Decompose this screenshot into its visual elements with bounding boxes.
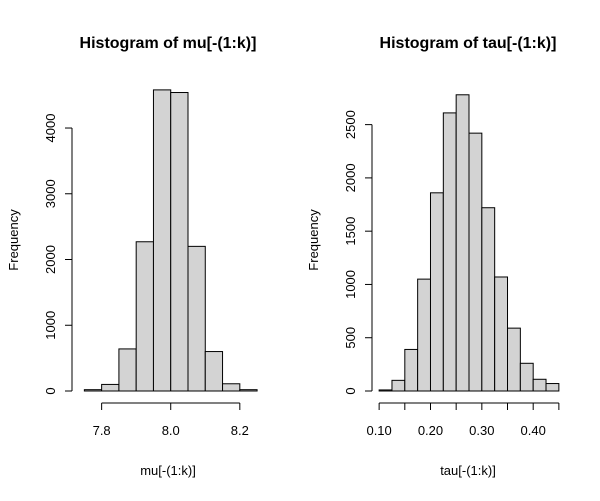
x-axis: 0.10 0.20 0.30 0.40 — [366, 402, 560, 438]
bars — [83, 89, 258, 392]
histogram-bar — [481, 207, 496, 392]
histogram-mu-panel: Histogram of mu[-(1:k)] mu[-(1:k)] Frequ… — [6, 35, 258, 478]
chart-title: Histogram of tau[-(1:k)] — [380, 35, 557, 52]
x-tick-label: 0.10 — [366, 423, 391, 438]
histogram-bar — [187, 245, 206, 392]
histogram-bar — [455, 94, 470, 392]
y-tick-label: 2500 — [343, 110, 358, 139]
chart-title: Histogram of mu[-(1:k)] — [80, 35, 257, 52]
histogram-bar — [494, 276, 509, 392]
y-tick-label: 2000 — [43, 245, 58, 274]
x-tick-label: 0.40 — [521, 423, 546, 438]
y-tick-label: 0 — [43, 387, 58, 394]
histogram-bar — [532, 378, 547, 392]
y-tick-label: 0 — [343, 387, 358, 394]
histogram-bar — [101, 383, 120, 392]
bars — [378, 94, 560, 392]
histogram-bar — [429, 192, 444, 392]
y-axis-label: Frequency — [306, 209, 321, 271]
histogram-bar — [118, 348, 137, 392]
histogram-bar — [135, 241, 154, 392]
histogram-bar — [170, 92, 189, 392]
histogram-bar — [378, 389, 393, 392]
y-tick-label: 1000 — [343, 270, 358, 299]
y-axis-label: Frequency — [6, 209, 21, 271]
y-tick-label: 3000 — [43, 179, 58, 208]
y-tick-label: 500 — [343, 327, 358, 349]
histogram-tau-panel: Histogram of tau[-(1:k)] tau[-(1:k)] Fre… — [306, 35, 560, 478]
x-tick-label: 8.0 — [162, 423, 180, 438]
histogram-bar — [239, 389, 258, 392]
x-tick-label: 7.8 — [93, 423, 111, 438]
x-tick-label: 0.30 — [469, 423, 494, 438]
x-tick-label: 8.2 — [231, 423, 249, 438]
y-tick-label: 1500 — [343, 217, 358, 246]
histogram-bar — [152, 89, 172, 392]
histogram-bar — [404, 348, 419, 392]
y-axis: 0 500 1000 1500 2000 2500 — [343, 110, 373, 395]
histogram-bar — [391, 379, 406, 392]
y-tick-label: 4000 — [43, 114, 58, 143]
x-axis: 7.8 8.0 8.2 — [93, 402, 249, 438]
x-tick-label: 0.20 — [418, 423, 443, 438]
histogram-bar — [519, 362, 534, 392]
histogram-bar — [204, 351, 224, 392]
histogram-bar — [545, 383, 560, 392]
histogram-bar — [222, 383, 241, 392]
x-axis-label: tau[-(1:k)] — [440, 463, 496, 478]
y-axis: 0 1000 2000 3000 4000 — [43, 114, 73, 395]
histogram-bar — [507, 327, 521, 392]
histogram-bar — [417, 278, 431, 392]
y-tick-label: 1000 — [43, 311, 58, 340]
y-tick-label: 2000 — [343, 163, 358, 192]
histogram-bar — [442, 112, 457, 392]
x-axis-label: mu[-(1:k)] — [140, 463, 196, 478]
histogram-bar — [83, 389, 103, 392]
histogram-bar — [468, 132, 483, 392]
